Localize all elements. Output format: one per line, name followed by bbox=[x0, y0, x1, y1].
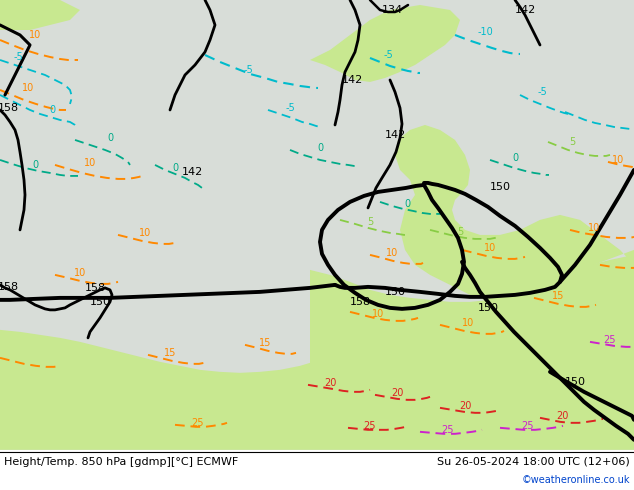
Text: 0: 0 bbox=[107, 133, 113, 143]
Text: 20: 20 bbox=[324, 378, 336, 388]
Text: 10: 10 bbox=[386, 248, 398, 258]
Text: 10: 10 bbox=[372, 309, 384, 319]
Text: 5: 5 bbox=[367, 217, 373, 227]
Text: 20: 20 bbox=[556, 411, 568, 421]
Text: 10: 10 bbox=[588, 223, 600, 233]
Text: -5: -5 bbox=[285, 103, 295, 113]
Text: 5: 5 bbox=[457, 227, 463, 237]
Text: 158: 158 bbox=[84, 283, 106, 293]
Text: Height/Temp. 850 hPa [gdmp][°C] ECMWF: Height/Temp. 850 hPa [gdmp][°C] ECMWF bbox=[4, 457, 238, 467]
Text: 10: 10 bbox=[462, 318, 474, 328]
Text: 142: 142 bbox=[181, 167, 203, 177]
Text: 15: 15 bbox=[259, 338, 271, 348]
Text: Su 26-05-2024 18:00 UTC (12+06): Su 26-05-2024 18:00 UTC (12+06) bbox=[437, 457, 630, 467]
Text: 10: 10 bbox=[29, 30, 41, 40]
Polygon shape bbox=[310, 5, 460, 82]
Polygon shape bbox=[310, 0, 634, 305]
Text: 158: 158 bbox=[0, 282, 18, 292]
Text: 25: 25 bbox=[364, 421, 376, 431]
Text: 0: 0 bbox=[49, 105, 55, 115]
Text: -10: -10 bbox=[477, 27, 493, 37]
Text: 10: 10 bbox=[484, 243, 496, 253]
Text: 158: 158 bbox=[0, 103, 18, 113]
Polygon shape bbox=[0, 0, 634, 450]
Text: 142: 142 bbox=[341, 75, 363, 85]
Text: 25: 25 bbox=[442, 425, 454, 435]
Text: 158: 158 bbox=[349, 297, 370, 307]
Polygon shape bbox=[0, 0, 80, 30]
Text: 10: 10 bbox=[612, 155, 624, 165]
Text: 0: 0 bbox=[172, 163, 178, 173]
Text: 0: 0 bbox=[32, 160, 38, 170]
Text: 25: 25 bbox=[191, 418, 204, 428]
Text: 0: 0 bbox=[404, 199, 410, 209]
Text: 150: 150 bbox=[89, 297, 110, 307]
Text: ©weatheronline.co.uk: ©weatheronline.co.uk bbox=[522, 475, 630, 485]
Text: 25: 25 bbox=[604, 335, 616, 345]
Text: 20: 20 bbox=[391, 388, 403, 398]
Text: -5: -5 bbox=[243, 65, 253, 75]
Text: 150: 150 bbox=[489, 182, 510, 192]
Text: 0: 0 bbox=[317, 143, 323, 153]
Text: 150: 150 bbox=[564, 377, 586, 387]
Text: 134: 134 bbox=[382, 5, 403, 15]
Text: -5: -5 bbox=[383, 50, 393, 60]
Text: 5: 5 bbox=[569, 137, 575, 147]
Text: 15: 15 bbox=[552, 291, 564, 301]
Text: 20: 20 bbox=[459, 401, 471, 411]
Text: 10: 10 bbox=[74, 268, 86, 278]
Text: -5: -5 bbox=[13, 52, 23, 62]
Text: 142: 142 bbox=[384, 130, 406, 140]
Polygon shape bbox=[0, 330, 310, 450]
Text: 15: 15 bbox=[164, 348, 176, 358]
Text: 10: 10 bbox=[84, 158, 96, 168]
Text: 10: 10 bbox=[22, 83, 34, 93]
Text: -5: -5 bbox=[537, 87, 547, 97]
Text: 142: 142 bbox=[514, 5, 536, 15]
Text: 10: 10 bbox=[139, 228, 151, 238]
Text: 25: 25 bbox=[522, 421, 534, 431]
Text: 150: 150 bbox=[384, 287, 406, 297]
Text: 0: 0 bbox=[512, 153, 518, 163]
Polygon shape bbox=[310, 255, 634, 450]
Text: 150: 150 bbox=[477, 303, 498, 313]
